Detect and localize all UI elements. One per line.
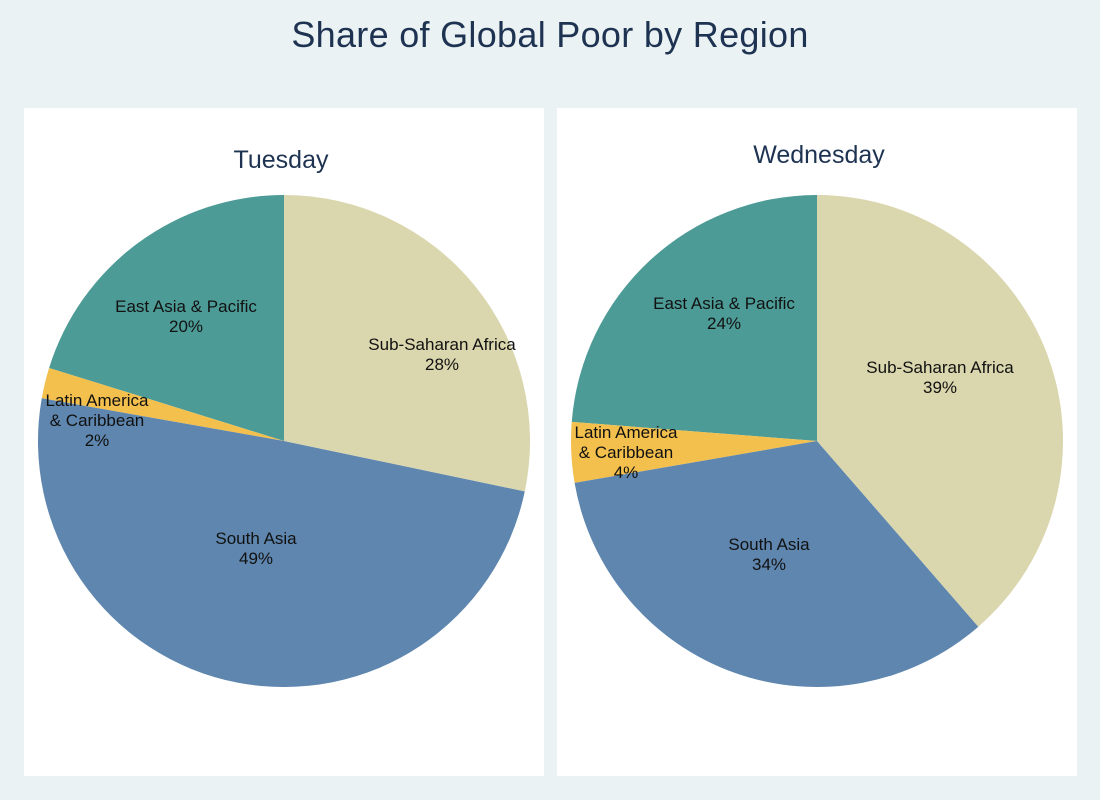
slice-label-latin-america-and-caribbean: Latin America & Caribbean 2% bbox=[46, 391, 150, 450]
pie-panel-tuesday: Tuesday Sub-Saharan Africa 28% South Asia 4… bbox=[24, 108, 544, 776]
slice-label-line: South Asia bbox=[215, 529, 297, 548]
slice-label-line: & Caribbean bbox=[50, 411, 145, 430]
pie-title-tuesday: Tuesday bbox=[234, 146, 329, 174]
pie-chart-wednesday: Wednesday Sub-Saharan Africa 39% South Asi… bbox=[570, 141, 1064, 688]
slice-label-east-asia-and-pacific: East Asia & Pacific 20% bbox=[115, 297, 257, 336]
pie-slice-latin-america-and-caribbean bbox=[570, 421, 817, 483]
pie-chart-tuesday: Tuesday Sub-Saharan Africa 28% South Asia 4… bbox=[37, 146, 531, 688]
slice-label-line: South Asia bbox=[728, 535, 810, 554]
slice-label-line: 34% bbox=[752, 555, 786, 574]
pie-title-wednesday: Wednesday bbox=[753, 141, 885, 169]
pie-slice-south-asia bbox=[37, 398, 525, 688]
slice-label-line: East Asia & Pacific bbox=[115, 297, 257, 316]
slice-label-sub-saharan-africa: Sub-Saharan Africa 28% bbox=[368, 335, 516, 374]
slice-label-line: Latin America bbox=[46, 391, 150, 410]
slice-label-south-asia: South Asia 34% bbox=[728, 535, 810, 574]
slice-label-line: Sub-Saharan Africa bbox=[866, 358, 1014, 377]
pie-slice-sub-saharan-africa bbox=[284, 195, 531, 492]
pie-slice-east-asia-and-pacific bbox=[49, 195, 285, 441]
slice-label-latin-america-and-caribbean: Latin America & Caribbean 4% bbox=[575, 423, 679, 482]
slice-label-line: 28% bbox=[425, 355, 459, 374]
slice-label-east-asia-and-pacific: East Asia & Pacific 24% bbox=[653, 294, 795, 333]
pie-panel-wednesday: Wednesday Sub-Saharan Africa 39% South Asi… bbox=[557, 108, 1077, 776]
slice-label-line: Sub-Saharan Africa bbox=[368, 335, 516, 354]
chart-title: Share of Global Poor by Region bbox=[291, 14, 809, 55]
slice-label-line: 49% bbox=[239, 549, 273, 568]
slice-label-line: 2% bbox=[85, 431, 110, 450]
pie-slice-latin-america-and-caribbean bbox=[41, 367, 285, 441]
pie-slice-east-asia-and-pacific bbox=[571, 195, 817, 441]
slice-label-line: 39% bbox=[923, 378, 957, 397]
slice-label-sub-saharan-africa: Sub-Saharan Africa 39% bbox=[866, 358, 1014, 397]
slice-label-line: East Asia & Pacific bbox=[653, 294, 795, 313]
pie-slice-south-asia bbox=[574, 441, 979, 688]
pie-slice-sub-saharan-africa bbox=[817, 195, 1064, 627]
slice-label-south-asia: South Asia 49% bbox=[215, 529, 297, 568]
slice-label-line: Latin America bbox=[575, 423, 679, 442]
slice-label-line: 20% bbox=[169, 317, 203, 336]
slice-label-line: 24% bbox=[707, 314, 741, 333]
slice-label-line: 4% bbox=[614, 463, 639, 482]
slice-label-line: & Caribbean bbox=[579, 443, 674, 462]
